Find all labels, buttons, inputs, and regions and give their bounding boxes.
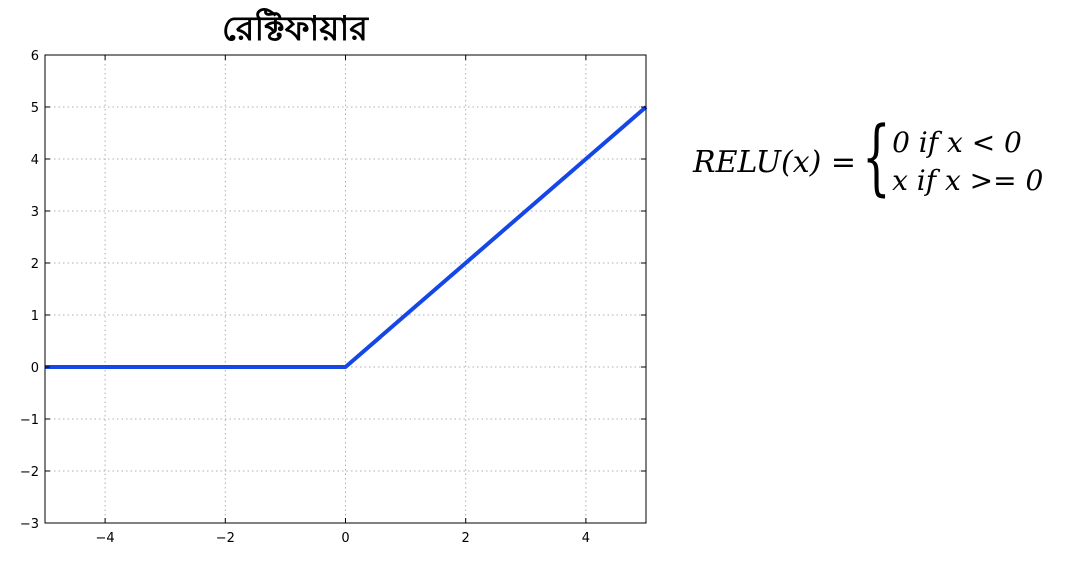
series-line-relu xyxy=(45,105,648,369)
formula-cases: 0 if x < 0 x if x >= 0 xyxy=(892,125,1044,197)
y-tick-label: 4 xyxy=(31,153,39,168)
formula-case-negative: 0 if x < 0 xyxy=(892,125,1022,159)
formula-brace: { xyxy=(862,110,891,205)
relu-formula: RELU(x) = { 0 if x < 0 x if x >= 0 xyxy=(693,112,1043,212)
x-tick-label: −2 xyxy=(216,531,235,546)
y-tick-label: 1 xyxy=(31,309,39,324)
y-axis: −3 −2 −1 0 1 2 3 4 5 6 xyxy=(20,49,646,532)
x-axis: −4 −2 0 2 4 xyxy=(96,55,590,546)
y-tick-label: 5 xyxy=(31,101,39,116)
y-tick-label: 2 xyxy=(31,257,39,272)
grid xyxy=(45,55,646,523)
x-tick-label: 0 xyxy=(341,531,349,546)
chart-title: রেক্টিফায়ার xyxy=(222,8,369,49)
y-tick-label: −2 xyxy=(20,465,39,480)
x-tick-label: −4 xyxy=(96,531,115,546)
formula-lhs: RELU(x) = xyxy=(693,144,857,180)
y-tick-label: 3 xyxy=(31,205,39,220)
y-tick-label: −1 xyxy=(20,413,39,428)
x-tick-label: 4 xyxy=(582,531,590,546)
series-layer xyxy=(45,105,648,369)
x-tick-label: 2 xyxy=(462,531,470,546)
y-tick-label: 6 xyxy=(31,49,39,64)
y-tick-label: −3 xyxy=(20,517,39,532)
y-tick-label: 0 xyxy=(31,361,39,376)
formula-case-positive: x if x >= 0 xyxy=(892,164,1044,197)
